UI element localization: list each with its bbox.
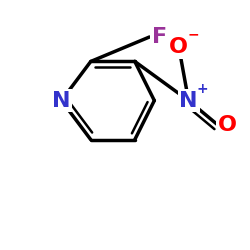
Text: F: F — [152, 27, 167, 47]
Text: O: O — [169, 37, 188, 57]
Text: +: + — [196, 82, 208, 96]
Text: O: O — [218, 115, 237, 135]
Text: N: N — [52, 90, 71, 110]
Text: −: − — [188, 28, 199, 42]
Text: N: N — [179, 90, 198, 110]
